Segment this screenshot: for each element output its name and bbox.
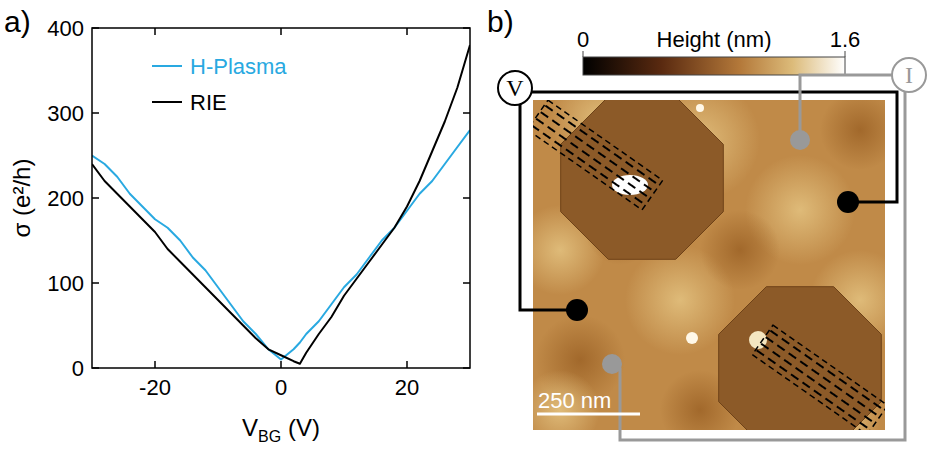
y-tick bbox=[92, 282, 99, 284]
contact bbox=[752, 325, 885, 430]
x-axis-title: VBG (V) bbox=[242, 414, 320, 445]
x-tick bbox=[154, 28, 156, 35]
probe bbox=[566, 299, 588, 321]
wire bbox=[800, 75, 892, 140]
x-tick bbox=[154, 361, 156, 368]
y-tick bbox=[463, 197, 470, 199]
plot-frame bbox=[92, 28, 470, 368]
y-tick bbox=[92, 112, 99, 114]
legend-label: H-Plasma bbox=[190, 54, 287, 79]
panel-label: b) bbox=[487, 5, 514, 38]
x-tick-label: 0 bbox=[275, 375, 287, 400]
x-tick-label: 20 bbox=[395, 375, 419, 400]
wire bbox=[620, 92, 905, 440]
scale-bar-label: 250 nm bbox=[538, 388, 611, 413]
y-tick-label: 300 bbox=[47, 101, 84, 126]
voltmeter-label: V bbox=[506, 75, 524, 101]
residue bbox=[696, 104, 704, 112]
wire bbox=[520, 104, 577, 310]
x-tick bbox=[280, 28, 282, 35]
colorbar-tick-label: 1.6 bbox=[830, 27, 861, 52]
voltmeter bbox=[498, 71, 532, 105]
legend-line bbox=[152, 65, 182, 67]
y-tick-label: 200 bbox=[47, 186, 84, 211]
afm-image bbox=[533, 100, 885, 430]
legend-line bbox=[152, 101, 182, 103]
y-tick-label: 0 bbox=[72, 356, 84, 381]
residue bbox=[686, 332, 698, 344]
wire bbox=[531, 92, 897, 202]
probe bbox=[790, 130, 810, 150]
probe bbox=[837, 191, 859, 213]
series-line bbox=[92, 45, 470, 364]
series-line bbox=[92, 130, 470, 360]
y-tick bbox=[463, 282, 470, 284]
x-tick-label: -20 bbox=[139, 375, 171, 400]
probe bbox=[602, 354, 622, 374]
y-tick-label: 400 bbox=[47, 16, 84, 41]
y-axis-title: σ (e²/h) bbox=[8, 159, 35, 238]
y-tick bbox=[92, 197, 99, 199]
y-tick-label: 100 bbox=[47, 271, 84, 296]
x-tick bbox=[406, 361, 408, 368]
colorbar-tick-label: 0 bbox=[577, 27, 589, 52]
colorbar bbox=[583, 57, 845, 75]
legend-label: RIE bbox=[190, 90, 227, 115]
figure: a)-200200100200300400H-PlasmaRIEVBG (V)σ… bbox=[0, 0, 937, 450]
colorbar-label: Height (nm) bbox=[657, 27, 772, 52]
current-source bbox=[892, 58, 926, 92]
x-tick bbox=[280, 361, 282, 368]
current-label: I bbox=[905, 62, 913, 88]
plot-area bbox=[92, 45, 470, 364]
x-tick bbox=[406, 28, 408, 35]
y-tick bbox=[463, 112, 470, 114]
panel-label: a) bbox=[4, 5, 31, 38]
contact bbox=[533, 100, 663, 210]
